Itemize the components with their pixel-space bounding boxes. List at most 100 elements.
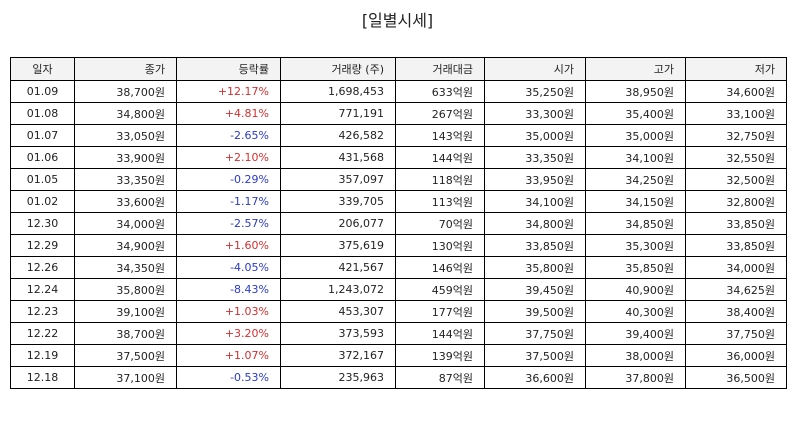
table-row: 01.09 38,700원 +12.17% 1,698,453 633억원 35,250원… [10,80,787,103]
cell-change: -2.65% [176,124,281,147]
cell-change: +1.03% [176,300,281,323]
column-header-close: 종가 [74,57,177,81]
column-header-open: 시가 [484,57,586,81]
cell-amount: 143억원 [395,124,485,147]
cell-low: 34,000원 [685,256,787,279]
column-header-volume: 거래량 (주) [280,57,396,81]
cell-high: 34,100원 [585,146,686,169]
cell-high: 34,850원 [585,212,686,235]
table-row: 12.22 38,700원 +3.20% 373,593 144억원 37,750원 39,… [10,322,787,345]
cell-amount: 87억원 [395,366,485,389]
cell-date: 01.02 [10,190,75,213]
cell-low: 36,000원 [685,344,787,367]
cell-open: 35,250원 [484,80,586,103]
cell-amount: 70억원 [395,212,485,235]
cell-volume: 206,077 [280,212,396,235]
cell-high: 34,250원 [585,168,686,191]
column-header-low: 저가 [685,57,787,81]
cell-date: 01.05 [10,168,75,191]
table-row: 12.26 34,350원 -4.05% 421,567 146억원 35,800원 35,… [10,256,787,279]
cell-low: 34,625원 [685,278,787,301]
cell-date: 01.07 [10,124,75,147]
cell-low: 34,600원 [685,80,787,103]
table-row: 12.18 37,100원 -0.53% 235,963 87억원 36,600원 37,8… [10,366,787,389]
cell-amount: 118억원 [395,168,485,191]
cell-amount: 633억원 [395,80,485,103]
cell-close: 37,500원 [74,344,177,367]
cell-amount: 267억원 [395,102,485,125]
table-row: 01.06 33,900원 +2.10% 431,568 144억원 33,350원 34,… [10,146,787,169]
cell-open: 34,100원 [484,190,586,213]
cell-change: +4.81% [176,102,281,125]
cell-date: 12.23 [10,300,75,323]
cell-close: 33,600원 [74,190,177,213]
cell-change: -8.43% [176,278,281,301]
cell-open: 39,450원 [484,278,586,301]
cell-date: 12.18 [10,366,75,389]
cell-close: 34,900원 [74,234,177,257]
cell-high: 35,300원 [585,234,686,257]
cell-open: 33,300원 [484,102,586,125]
cell-close: 38,700원 [74,80,177,103]
cell-amount: 177억원 [395,300,485,323]
cell-low: 38,400원 [685,300,787,323]
cell-open: 33,950원 [484,168,586,191]
table-row: 01.07 33,050원 -2.65% 426,582 143억원 35,000원 35,… [10,124,787,147]
column-header-amount: 거래대금 [395,57,485,81]
cell-amount: 144억원 [395,146,485,169]
cell-amount: 146억원 [395,256,485,279]
column-header-change: 등락률 [176,57,281,81]
cell-date: 12.26 [10,256,75,279]
cell-change: -1.17% [176,190,281,213]
cell-date: 01.08 [10,102,75,125]
cell-change: +1.07% [176,344,281,367]
cell-high: 35,850원 [585,256,686,279]
column-header-high: 고가 [585,57,686,81]
cell-change: +12.17% [176,80,281,103]
cell-close: 34,000원 [74,212,177,235]
cell-open: 37,500원 [484,344,586,367]
cell-low: 32,750원 [685,124,787,147]
cell-change: -2.57% [176,212,281,235]
page-title: [일별시세] [361,11,434,30]
table-row: 12.29 34,900원 +1.60% 375,619 130억원 33,850원 35,… [10,234,787,257]
cell-high: 35,400원 [585,102,686,125]
cell-high: 40,900원 [585,278,686,301]
cell-change: +1.60% [176,234,281,257]
cell-change: -0.53% [176,366,281,389]
cell-close: 33,050원 [74,124,177,147]
cell-open: 34,800원 [484,212,586,235]
cell-low: 33,850원 [685,234,787,257]
cell-close: 34,350원 [74,256,177,279]
cell-volume: 372,167 [280,344,396,367]
table-row: 01.05 33,350원 -0.29% 357,097 118억원 33,950원 34,… [10,168,787,191]
cell-amount: 113억원 [395,190,485,213]
cell-date: 01.06 [10,146,75,169]
cell-high: 38,950원 [585,80,686,103]
table-row: 12.30 34,000원 -2.57% 206,077 70억원 34,800원 34,8… [10,212,787,235]
table-row: 12.19 37,500원 +1.07% 372,167 139억원 37,500원 38,… [10,344,787,367]
cell-volume: 375,619 [280,234,396,257]
cell-volume: 426,582 [280,124,396,147]
cell-low: 32,550원 [685,146,787,169]
cell-high: 34,150원 [585,190,686,213]
table-row: 12.23 39,100원 +1.03% 453,307 177억원 39,500원 40,… [10,300,787,323]
cell-change: +3.20% [176,322,281,345]
cell-date: 01.09 [10,80,75,103]
cell-high: 39,400원 [585,322,686,345]
cell-date: 12.29 [10,234,75,257]
cell-high: 37,800원 [585,366,686,389]
cell-close: 35,800원 [74,278,177,301]
cell-high: 35,000원 [585,124,686,147]
cell-close: 33,350원 [74,168,177,191]
table-row: 01.02 33,600원 -1.17% 339,705 113억원 34,100원 34,… [10,190,787,213]
cell-date: 12.24 [10,278,75,301]
cell-close: 39,100원 [74,300,177,323]
cell-low: 36,500원 [685,366,787,389]
cell-open: 36,600원 [484,366,586,389]
cell-open: 39,500원 [484,300,586,323]
cell-low: 32,800원 [685,190,787,213]
cell-change: +2.10% [176,146,281,169]
cell-amount: 459억원 [395,278,485,301]
cell-date: 12.19 [10,344,75,367]
